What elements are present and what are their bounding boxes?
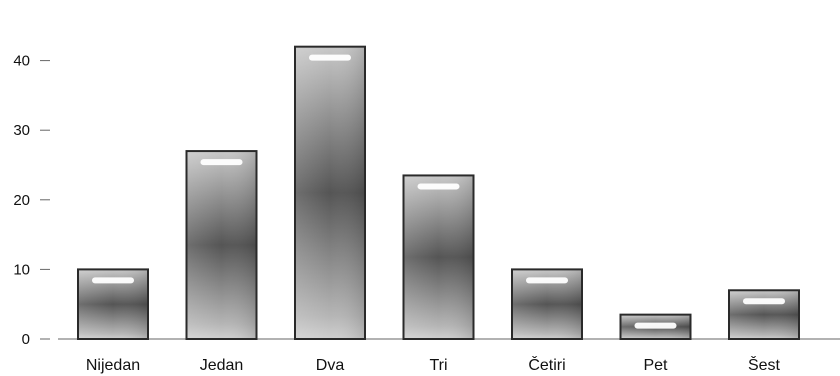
category-label: Dva (316, 357, 345, 374)
x-axis-labels: Nijedan Jedan Dva Tri Četiri Pet Šest (86, 355, 781, 374)
category-label: Šest (748, 355, 781, 374)
bar (511, 268, 583, 340)
bar-highlight (526, 277, 568, 284)
bar (294, 45, 366, 341)
bar-highlight (417, 183, 460, 190)
bar-sheen (187, 152, 256, 338)
bar-highlight (200, 159, 243, 166)
bar-highlight (634, 322, 677, 329)
y-tick-label: 30 (13, 122, 30, 139)
category-label: Nijedan (86, 357, 140, 374)
bar (619, 313, 692, 341)
bar-sheen (296, 47, 364, 339)
bar (77, 268, 149, 340)
bar-highlight (743, 298, 785, 305)
bar-highlight (309, 54, 351, 61)
bar-highlight (92, 277, 134, 284)
bar-sheen (404, 176, 473, 338)
bar (728, 289, 800, 340)
bar (402, 174, 475, 340)
y-tick-label: 10 (13, 261, 30, 278)
bars (77, 45, 800, 341)
y-tick-label: 20 (13, 192, 30, 209)
category-label: Pet (643, 357, 668, 374)
y-tick-label: 40 (13, 53, 30, 70)
bar (185, 150, 258, 340)
category-label: Jedan (200, 357, 244, 374)
category-label: Tri (429, 357, 447, 374)
category-label: Četiri (528, 355, 565, 374)
y-tick-label: 0 (22, 331, 30, 348)
